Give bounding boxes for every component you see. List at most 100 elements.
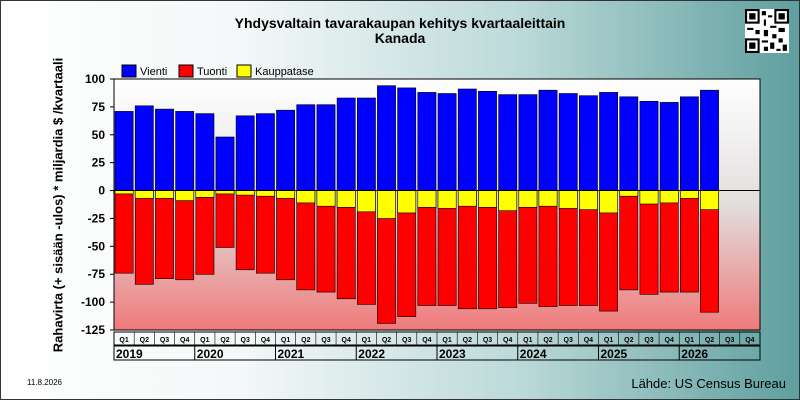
- bar-tuonti-18: [478, 190, 497, 310]
- chart-title: Yhdysvaltain tavarakaupan kehitys kvarta…: [234, 15, 566, 31]
- quarter-label: Q2: [463, 337, 472, 344]
- bar-kauppatase-24: [599, 190, 619, 214]
- bar-tuonti-3: [175, 190, 195, 281]
- bar-tuonti-6: [235, 190, 255, 271]
- legend-label-tuonti: Tuonti: [197, 66, 227, 78]
- quarter-label: Q3: [725, 337, 734, 344]
- quarter-label: Q1: [362, 337, 371, 344]
- bar-tuonti-27: [659, 190, 679, 293]
- bar-tuonti-4: [195, 190, 215, 275]
- bar-kauppatase-18: [478, 190, 497, 208]
- bar-vienti-21: [538, 89, 558, 191]
- bar-vienti-22: [558, 93, 578, 191]
- legend-label-kauppatase: Kauppatase: [255, 66, 314, 78]
- bar-vienti-25: [619, 96, 639, 191]
- bar-vienti-15: [417, 92, 437, 191]
- legend-swatch-vienti: [121, 64, 137, 78]
- bar-kauppatase-14: [397, 190, 417, 214]
- quarter-label: Q4: [342, 337, 351, 344]
- quarter-label: Q3: [321, 337, 330, 344]
- bar-tuonti-7: [255, 190, 275, 274]
- bar-vienti-6: [235, 115, 255, 191]
- y-tick-label: 100: [85, 72, 105, 86]
- quarter-label: Q1: [685, 337, 694, 344]
- bar-kauppatase-9: [296, 190, 316, 204]
- quarter-label: Q4: [180, 337, 189, 344]
- bar-vienti-19: [498, 94, 518, 191]
- y-tick-label: -50: [88, 239, 106, 253]
- legend-swatch-tuonti: [178, 64, 194, 78]
- bar-kauppatase-25: [619, 190, 639, 197]
- bar-vienti-8: [276, 109, 296, 191]
- bar-vienti-18: [478, 91, 497, 191]
- bar-vienti-4: [195, 113, 215, 191]
- quarter-label: Q1: [442, 337, 451, 344]
- bar-vienti-20: [518, 94, 538, 191]
- bar-kauppatase-11: [336, 190, 356, 208]
- quarter-label: Q2: [624, 337, 633, 344]
- year-label: 2023: [439, 347, 466, 361]
- bar-kauppatase-22: [558, 190, 578, 209]
- bar-vienti-1: [134, 105, 154, 191]
- bar-vienti-26: [639, 101, 659, 191]
- bar-tuonti-25: [619, 190, 639, 291]
- bar-tuonti-17: [457, 190, 477, 310]
- quarter-label: Q2: [140, 337, 149, 344]
- bar-tuonti-28: [679, 190, 699, 293]
- year-label: 2022: [358, 347, 385, 361]
- bar-kauppatase-19: [498, 190, 518, 212]
- quarter-label: Q1: [119, 337, 128, 344]
- bar-tuonti-26: [639, 190, 659, 295]
- bar-vienti-2: [155, 108, 174, 191]
- bar-kauppatase-26: [639, 190, 659, 205]
- chart-subtitle: Kanada: [374, 30, 426, 46]
- bar-tuonti-21: [538, 190, 558, 307]
- bar-kauppatase-12: [356, 190, 376, 213]
- bar-kauppatase-29: [700, 190, 719, 210]
- legend-label-vienti: Vienti: [140, 66, 167, 78]
- bar-kauppatase-1: [134, 190, 154, 199]
- bar-kauppatase-5: [215, 190, 235, 195]
- bar-vienti-17: [457, 88, 477, 191]
- bar-kauppatase-21: [538, 190, 558, 207]
- year-label: 2021: [278, 347, 305, 361]
- bar-vienti-10: [316, 104, 336, 191]
- quarter-label: Q1: [523, 337, 532, 344]
- bar-kauppatase-7: [255, 190, 275, 197]
- update-date: 11.8.2026: [27, 378, 62, 387]
- bar-kauppatase-20: [518, 190, 538, 208]
- bar-vienti-24: [599, 92, 619, 191]
- bar-vienti-16: [437, 93, 457, 191]
- y-tick-label: 50: [92, 128, 106, 142]
- bar-vienti-27: [659, 102, 679, 191]
- y-tick-label: -25: [88, 211, 106, 225]
- quarter-label: Q3: [483, 337, 492, 344]
- quarter-label: Q1: [604, 337, 613, 344]
- quarter-label: Q3: [564, 337, 573, 344]
- source-note: Lähde: US Census Bureau: [631, 376, 786, 391]
- year-label: 2025: [601, 347, 628, 361]
- bar-vienti-28: [679, 96, 699, 191]
- year-label: 2020: [197, 347, 224, 361]
- quarter-label: Q4: [665, 337, 674, 344]
- bar-kauppatase-0: [114, 190, 134, 195]
- bar-kauppatase-15: [417, 190, 437, 208]
- quarter-label: Q2: [220, 337, 229, 344]
- bar-vienti-0: [114, 111, 134, 191]
- year-label: 2019: [116, 347, 143, 361]
- quarter-label: Q3: [241, 337, 250, 344]
- bar-kauppatase-28: [679, 190, 699, 199]
- y-tick-label: 75: [92, 100, 106, 114]
- bar-tuonti-0: [114, 190, 134, 274]
- bar-kauppatase-8: [276, 190, 296, 199]
- y-tick-label: -100: [81, 295, 105, 309]
- quarter-label: Q4: [503, 337, 512, 344]
- bar-tuonti-9: [296, 190, 316, 291]
- bar-kauppatase-4: [195, 190, 215, 198]
- quarter-label: Q4: [745, 337, 754, 344]
- quarter-label: Q4: [584, 337, 593, 344]
- quarter-label: Q3: [644, 337, 653, 344]
- quarter-label: Q2: [705, 337, 714, 344]
- bar-vienti-3: [175, 111, 195, 191]
- bar-tuonti-5: [215, 190, 235, 248]
